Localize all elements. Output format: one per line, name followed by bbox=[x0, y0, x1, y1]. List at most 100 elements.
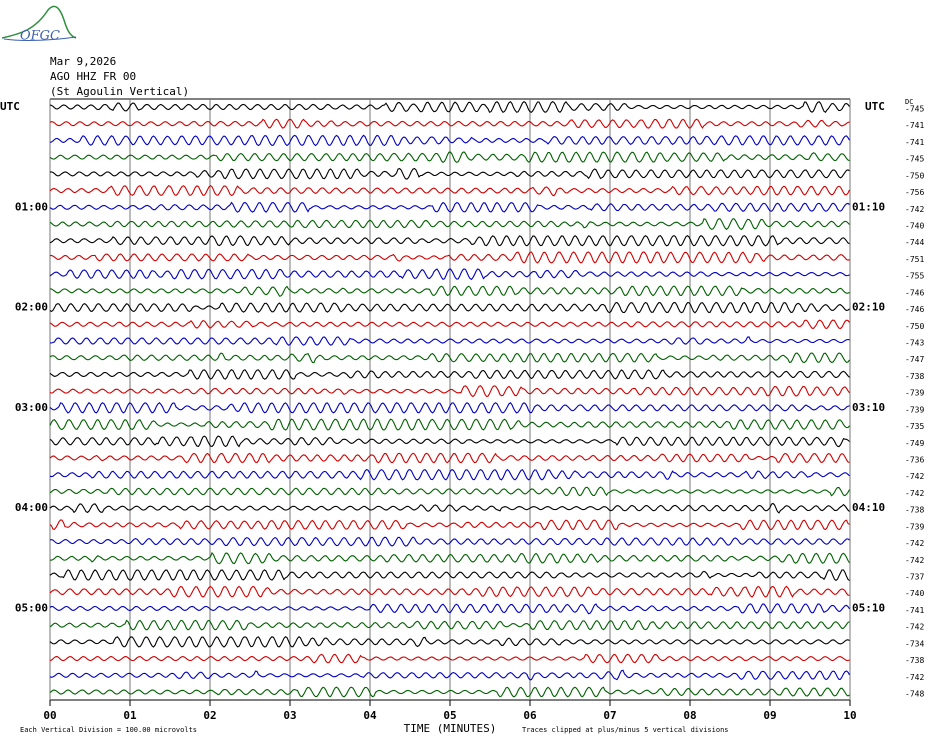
dc-offset: -740 bbox=[905, 222, 924, 231]
right-row-label: 05:10 bbox=[852, 601, 885, 614]
trace bbox=[49, 285, 850, 297]
logo-text: OFGC bbox=[20, 29, 60, 44]
left-row-label: 03:00 bbox=[15, 401, 48, 414]
trace bbox=[49, 435, 850, 448]
x-tick-label: 05 bbox=[443, 709, 456, 722]
dc-offset: -756 bbox=[905, 188, 924, 197]
x-tick-label: 10 bbox=[843, 709, 856, 722]
trace bbox=[49, 502, 850, 514]
dc-offset: -755 bbox=[905, 272, 924, 281]
footnote: Traces clipped at plus/minus 5 vertical … bbox=[522, 726, 729, 734]
dc-offset: -737 bbox=[905, 573, 924, 582]
trace bbox=[49, 319, 850, 330]
x-tick-label: 09 bbox=[763, 709, 776, 722]
dc-offset: -739 bbox=[905, 389, 924, 398]
title-line: (St Agoulin Vertical) bbox=[50, 85, 189, 98]
trace bbox=[49, 653, 850, 664]
x-tick-label: 01 bbox=[123, 709, 137, 722]
dc-offset: -741 bbox=[905, 606, 924, 615]
right-row-label: 04:10 bbox=[852, 501, 885, 514]
dc-offset: -751 bbox=[905, 255, 924, 264]
x-axis-label: TIME (MINUTES) bbox=[404, 722, 497, 735]
left-row-label: 01:00 bbox=[15, 200, 48, 213]
left-row-label: 04:00 bbox=[15, 501, 48, 514]
trace bbox=[49, 268, 850, 281]
trace bbox=[49, 402, 850, 414]
dc-offset: -742 bbox=[905, 205, 924, 214]
grid bbox=[49, 98, 851, 706]
dc-offset: -742 bbox=[905, 556, 924, 565]
right-row-label: 03:10 bbox=[852, 401, 885, 414]
trace bbox=[49, 619, 850, 631]
footnote: Each Vertical Division = 100.00 microvol… bbox=[20, 726, 197, 734]
trace bbox=[49, 486, 850, 497]
left-row-label: 02:00 bbox=[15, 301, 48, 314]
trace bbox=[49, 301, 850, 314]
traces bbox=[49, 100, 850, 698]
dc-offset: -736 bbox=[905, 456, 924, 465]
dc-offset: -735 bbox=[905, 422, 924, 431]
x-tick-label: 02 bbox=[203, 709, 216, 722]
trace bbox=[49, 536, 850, 547]
x-tick-label: 03 bbox=[283, 709, 296, 722]
right-axis-label: UTC bbox=[865, 100, 885, 113]
dc-offset: -738 bbox=[905, 656, 924, 665]
trace bbox=[49, 452, 850, 464]
dc-offset: -746 bbox=[905, 288, 924, 297]
trace bbox=[49, 134, 850, 147]
trace bbox=[49, 686, 850, 698]
dc-offset: -739 bbox=[905, 522, 924, 531]
x-tick-label: 07 bbox=[603, 709, 616, 722]
dc-offset: -738 bbox=[905, 506, 924, 515]
dc-offset: -742 bbox=[905, 472, 924, 481]
trace bbox=[49, 118, 850, 129]
dc-offset: -734 bbox=[905, 639, 924, 648]
trace bbox=[49, 519, 850, 531]
dc-offset: -738 bbox=[905, 372, 924, 381]
left-axis-label: UTC bbox=[0, 100, 20, 113]
dc-offset: -749 bbox=[905, 439, 924, 448]
trace bbox=[49, 468, 850, 481]
dc-offset: -746 bbox=[905, 305, 924, 314]
dc-offset: -741 bbox=[905, 121, 924, 130]
dc-offset: -739 bbox=[905, 405, 924, 414]
right-row-label: 02:10 bbox=[852, 301, 885, 314]
logo-wave bbox=[3, 36, 77, 41]
dc-offset: -742 bbox=[905, 623, 924, 632]
trace bbox=[49, 369, 850, 380]
trace bbox=[49, 251, 850, 264]
right-row-label: 01:10 bbox=[852, 200, 885, 213]
dc-offset: -743 bbox=[905, 339, 924, 348]
dc-offset: -750 bbox=[905, 322, 924, 331]
logo: OFGC bbox=[1, 5, 77, 44]
trace bbox=[49, 100, 850, 114]
trace bbox=[49, 201, 850, 213]
x-tick-label: 08 bbox=[683, 709, 696, 722]
trace bbox=[49, 569, 850, 582]
dc-offset: -745 bbox=[905, 155, 924, 164]
trace bbox=[49, 151, 850, 164]
trace bbox=[49, 336, 850, 346]
logo-mountain bbox=[1, 5, 77, 39]
title-line: AGO HHZ FR 00 bbox=[50, 70, 136, 83]
title-line: Mar 9,2026 bbox=[50, 55, 116, 68]
trace bbox=[49, 551, 850, 565]
labels: 00 01 02 03 04 05 06 07 08 09 10 -745 -741 -741 -745 -7… bbox=[15, 105, 925, 723]
trace bbox=[49, 418, 850, 431]
trace bbox=[49, 385, 850, 398]
trace bbox=[49, 585, 850, 598]
trace bbox=[49, 185, 850, 197]
trace bbox=[49, 217, 850, 231]
dc-offset: -740 bbox=[905, 589, 924, 598]
dc-offset: -742 bbox=[905, 673, 924, 682]
dc-offset: -741 bbox=[905, 138, 924, 147]
dc-label: DC bbox=[905, 98, 913, 106]
x-tick-label: 06 bbox=[523, 709, 537, 722]
trace bbox=[49, 352, 850, 364]
dc-offset: -750 bbox=[905, 171, 924, 180]
dc-offset: -742 bbox=[905, 539, 924, 548]
x-tick-label: 00 bbox=[43, 709, 56, 722]
trace bbox=[49, 603, 850, 615]
left-row-label: 05:00 bbox=[15, 601, 48, 614]
